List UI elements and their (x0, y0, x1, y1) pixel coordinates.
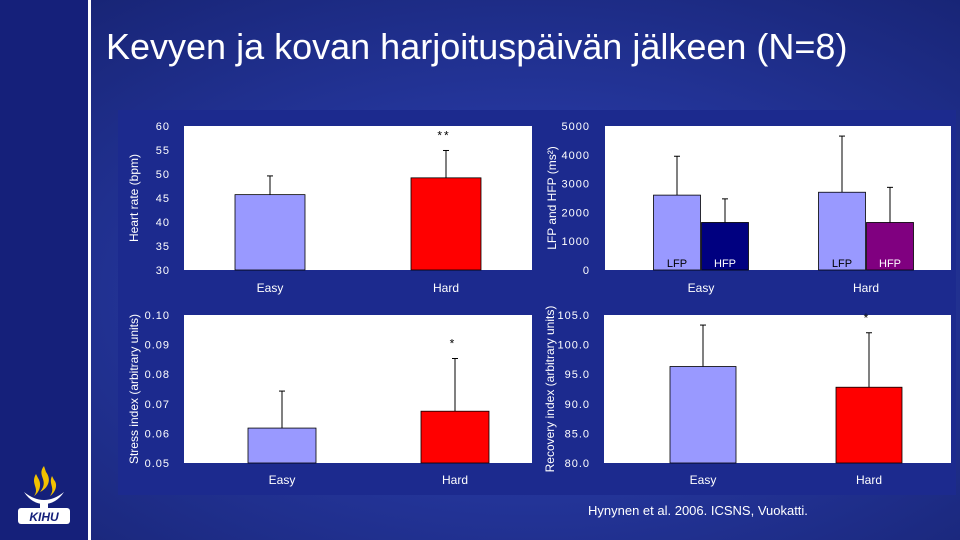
y-tick-label: 0.07 (145, 399, 170, 411)
y-tick-label: 45 (156, 193, 170, 205)
y-tick-label: 50 (156, 169, 170, 181)
series-label: LFP (832, 258, 852, 270)
y-tick-label: 0.10 (145, 310, 170, 322)
bar-easy (669, 366, 737, 464)
series-label: HFP (879, 258, 901, 270)
left-divider-line (88, 0, 91, 540)
x-category-label: Hard (433, 281, 459, 295)
significance-marker: * (450, 337, 457, 351)
y-tick-label: 0.09 (145, 340, 170, 352)
y-tick-label: 100.0 (557, 340, 590, 352)
y-axis-label: Recovery index (arbitrary units) (543, 306, 557, 473)
y-tick-label: 60 (156, 121, 170, 133)
x-category-label: Hard (856, 473, 882, 487)
x-category-label: Easy (690, 473, 717, 487)
y-tick-label: 2000 (562, 207, 590, 219)
y-tick-label: 0.06 (145, 428, 170, 440)
y-tick-label: 85.0 (565, 428, 590, 440)
series-label: LFP (667, 258, 687, 270)
y-axis-label: Heart rate (bpm) (127, 154, 141, 242)
citation-text: Hynynen et al. 2006. ICSNS, Vuokatti. (588, 503, 808, 518)
significance-marker: ** (437, 128, 450, 142)
x-category-label: Easy (257, 281, 284, 295)
y-tick-label: 90.0 (565, 399, 590, 411)
y-tick-label: 35 (156, 241, 170, 253)
bar-easy (234, 194, 306, 271)
bar-hfp-hard (866, 222, 914, 271)
bar-easy (247, 427, 317, 464)
kihu-logo: KIHU (18, 466, 70, 524)
significance-marker: * (864, 311, 871, 325)
y-tick-label: 80.0 (565, 458, 590, 470)
y-axis-label: LFP and HFP (ms²) (545, 146, 559, 250)
y-tick-label: 30 (156, 265, 170, 277)
logo-text: KIHU (29, 510, 59, 524)
bar-hard (410, 177, 482, 271)
series-label: HFP (714, 258, 736, 270)
slide-title: Kevyen ja kovan harjoituspäivän jälkeen … (106, 26, 848, 67)
y-tick-label: 40 (156, 217, 170, 229)
x-category-label: Hard (442, 473, 468, 487)
y-tick-label: 55 (156, 145, 170, 157)
y-tick-label: 0.08 (145, 369, 170, 381)
bar-hfp-easy (701, 222, 749, 271)
y-tick-label: 0 (583, 265, 590, 277)
y-tick-label: 105.0 (557, 310, 590, 322)
y-axis-label: Stress index (arbitrary units) (127, 314, 141, 464)
x-category-label: Easy (688, 281, 715, 295)
x-category-label: Easy (269, 473, 296, 487)
bar-lfp-hard (818, 191, 866, 271)
y-tick-label: 3000 (562, 179, 590, 191)
y-tick-label: 1000 (562, 236, 590, 248)
left-sidebar-band (0, 0, 88, 540)
y-tick-label: 5000 (562, 121, 590, 133)
bar-hard (835, 386, 903, 464)
x-category-label: Hard (853, 281, 879, 295)
y-tick-label: 0.05 (145, 458, 170, 470)
y-tick-label: 95.0 (565, 369, 590, 381)
y-tick-label: 4000 (562, 150, 590, 162)
